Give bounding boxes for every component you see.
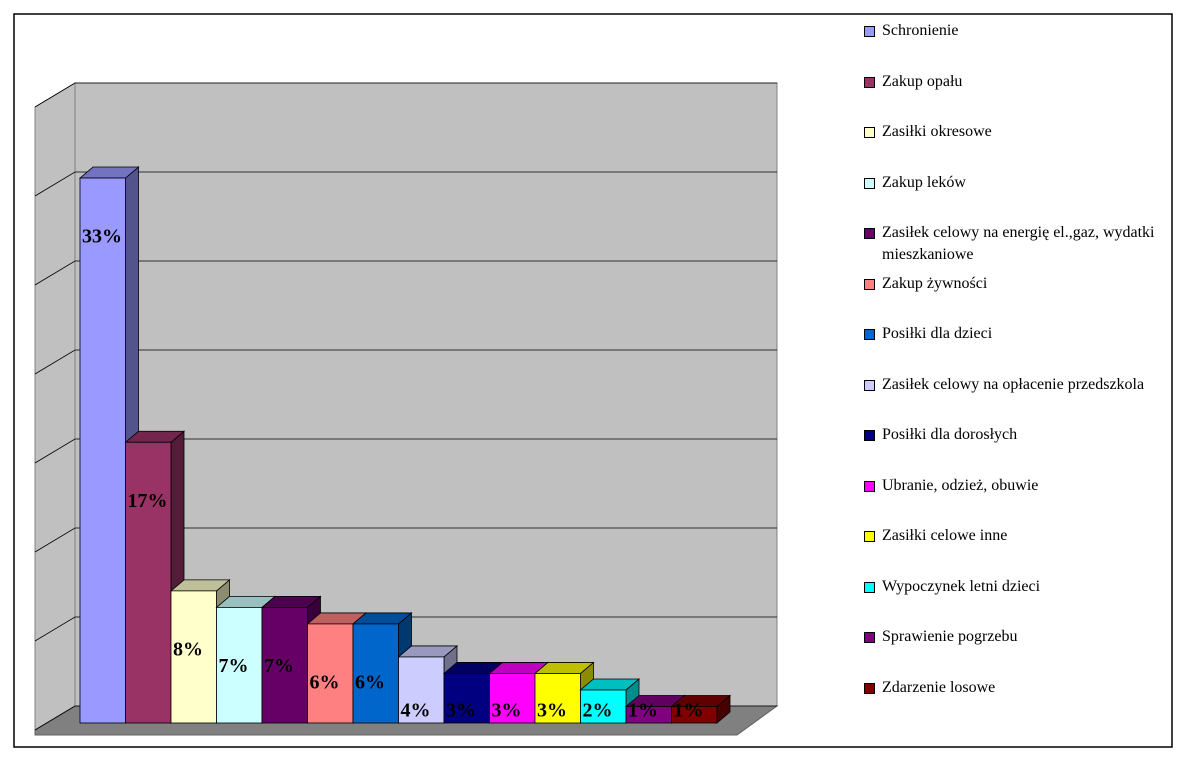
legend-item: Wypoczynek letni dzieci — [864, 576, 1164, 598]
bar — [489, 673, 536, 724]
legend-item: Schronienie — [864, 20, 1164, 42]
legend-item: Zasiłki okresowe — [864, 121, 1164, 143]
legend-swatch — [864, 379, 875, 391]
value-label: 7% — [264, 655, 294, 677]
bar — [216, 607, 263, 724]
legend-item: Ubranie, odzież, obuwie — [864, 475, 1164, 497]
legend-label: Zakup opału — [882, 72, 963, 90]
legend-swatch — [864, 581, 875, 593]
legend-label: Posiłki dla dorosłych — [882, 426, 1018, 443]
value-label: 1% — [628, 700, 658, 722]
legend-label: Zakup leków — [882, 173, 966, 191]
value-label: 33% — [82, 226, 122, 248]
legend-swatch — [864, 26, 875, 37]
bar — [580, 689, 627, 724]
legend-item: Zdarzenie losowe — [864, 677, 1164, 699]
legend-item: Zakup opału — [864, 71, 1164, 93]
value-label: 3% — [492, 700, 522, 722]
grid-line — [34, 527, 777, 553]
legend-label: Zdarzenie losowe — [882, 678, 996, 696]
grid-line — [34, 171, 777, 197]
legend-swatch — [864, 127, 875, 138]
grid-line — [34, 616, 777, 642]
value-label: 4% — [401, 700, 431, 722]
legend-swatch — [864, 278, 875, 290]
legend-swatch — [864, 228, 875, 239]
legend-item: Zakup leków — [864, 172, 1164, 194]
legend-swatch — [864, 480, 875, 492]
grid-line — [34, 438, 777, 464]
value-label: 3% — [446, 700, 476, 722]
legend-label: Wypoczynek letni dzieci — [882, 577, 1041, 595]
legend-item: Zasiłek celowy na energię el.,gaz, wydat… — [864, 222, 1164, 266]
grid-line — [34, 349, 777, 375]
legend-label: Sprawienie pogrzebu — [882, 628, 1018, 645]
legend-label: Zasiłki celowe inne — [882, 527, 1008, 544]
legend-label: Ubranie, odzież, obuwie — [882, 476, 1039, 494]
bar — [443, 673, 490, 724]
legend-item: Zasiłek celowy na opłacenie przedszkola — [864, 374, 1164, 396]
legend-swatch — [864, 329, 875, 340]
legend-swatch — [864, 177, 875, 189]
legend-label: Zakup żywności — [882, 274, 988, 292]
bar — [125, 441, 172, 724]
legend-item: Posiłki dla dzieci — [864, 323, 1164, 345]
legend-label: Zasiłki okresowe — [882, 123, 992, 140]
value-label: 3% — [537, 700, 567, 722]
side-wall — [34, 82, 76, 731]
legend-swatch — [864, 430, 875, 441]
legend-item: Zakup żywności — [864, 273, 1164, 295]
bar — [534, 673, 581, 724]
value-label: 7% — [219, 655, 249, 677]
legend-swatch — [864, 531, 875, 542]
legend-label: Zasiłek celowy na opłacenie przedszkola — [882, 375, 1145, 393]
grid-line — [34, 260, 777, 286]
bar — [671, 706, 718, 724]
legend-label: Zasiłek celowy na energię el.,gaz, wydat… — [882, 224, 1155, 263]
legend-swatch — [864, 76, 875, 88]
grid-line — [34, 82, 777, 108]
bar — [307, 623, 354, 724]
bar — [79, 177, 126, 724]
value-label: 1% — [674, 700, 704, 722]
value-label: 6% — [355, 672, 385, 694]
legend-label: Schronienie — [882, 22, 959, 39]
legend-swatch — [864, 632, 875, 643]
bar — [398, 656, 445, 724]
value-label: 8% — [173, 638, 203, 660]
value-label: 6% — [310, 672, 340, 694]
legend-swatch — [864, 682, 875, 694]
legend-item: Zasiłki celowe inne — [864, 525, 1164, 547]
bar — [352, 623, 399, 724]
value-label: 17% — [128, 490, 168, 512]
legend-item: Sprawienie pogrzebu — [864, 626, 1164, 648]
legend-item: Posiłki dla dorosłych — [864, 424, 1164, 446]
bar — [170, 590, 217, 724]
value-label: 2% — [583, 700, 613, 722]
legend-label: Posiłki dla dzieci — [882, 325, 993, 342]
